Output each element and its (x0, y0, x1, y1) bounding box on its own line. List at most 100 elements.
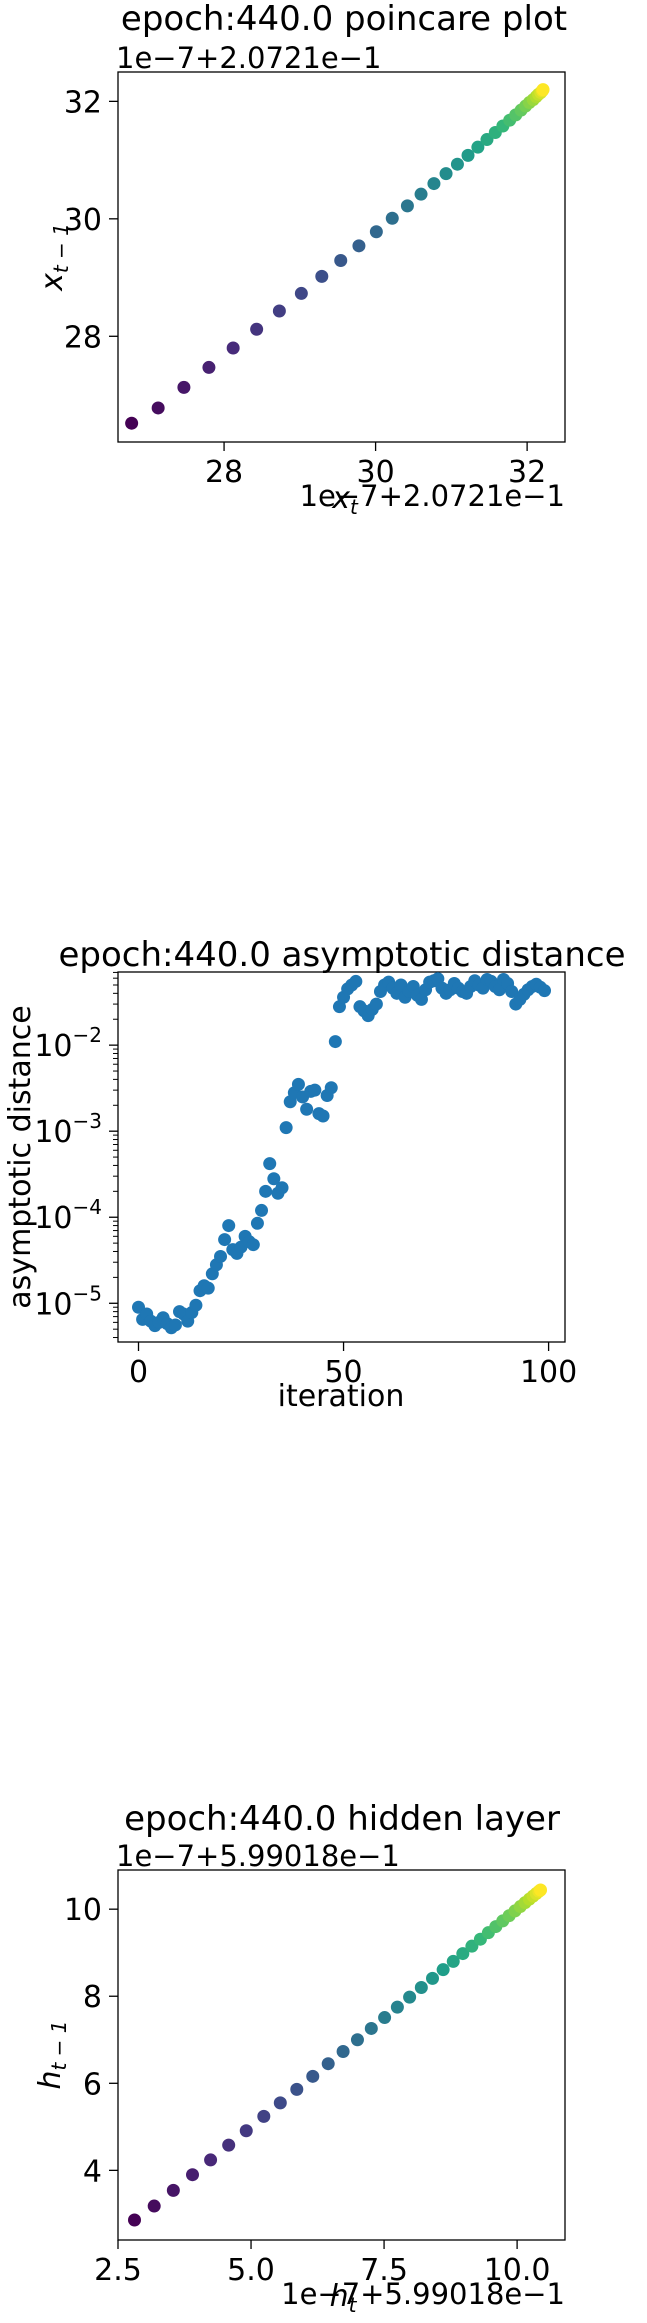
distance-point (214, 1249, 228, 1263)
poincare-plot-y-ticks: 28 30 32 (64, 85, 118, 355)
poincare-point (125, 416, 139, 430)
hidden-point (128, 2213, 141, 2227)
hidden-point (426, 1971, 439, 1985)
y-tick-label: 32 (64, 85, 102, 120)
distance-point (222, 1219, 236, 1233)
y-tick-label: 10−4 (34, 1195, 102, 1236)
x-tick-label: 100 (520, 1355, 577, 1390)
hidden-point (222, 2138, 236, 2152)
poincare-plot-chart: epoch:440.0 poincare plot 1e−7+2.0721e−1… (35, 0, 567, 519)
x-tick-label: 5.0 (227, 2253, 275, 2288)
poincare-point (294, 286, 308, 300)
poincare-point (226, 341, 240, 355)
asymptotic-distance-chart: epoch:440.0 asymptotic distance 0 50 100 1… (3, 935, 626, 1414)
distance-point (201, 1281, 215, 1295)
hidden-layer-x-offset-text: 1e−7+5.99018e−1 (281, 2277, 565, 2311)
x-tick-label: 32 (508, 455, 546, 490)
distance-point (538, 984, 551, 998)
distance-point (369, 997, 383, 1011)
hidden-layer-axes-frame (117, 1869, 566, 2241)
hidden-point (306, 2069, 320, 2083)
distance-point (279, 1121, 293, 1135)
x-tick-label: 30 (356, 455, 394, 490)
distance-point (505, 985, 519, 999)
poincare-point (177, 380, 191, 394)
y-tick-label: 6 (83, 2067, 102, 2102)
x-tick-label: 7.5 (360, 2253, 408, 2288)
x-tick-label: 50 (324, 1355, 362, 1390)
distance-point (349, 974, 363, 988)
hidden-point (239, 2124, 253, 2138)
hidden-point (204, 2153, 218, 2167)
asymptotic-distance-points (132, 972, 551, 1335)
hidden-layer-y-ticks: 4 6 8 10 (64, 1893, 118, 2189)
asymptotic-distance-minor-ticks (113, 971, 118, 1339)
distance-point (300, 1102, 314, 1116)
poincare-plot-y-offset-text: 1e−7+2.0721e−1 (116, 41, 381, 75)
poincare-point (471, 140, 485, 154)
hidden-layer-y-offset-text: 1e−7+5.99018e−1 (116, 1839, 400, 1873)
poincare-point (272, 304, 286, 318)
y-tick-label: 8 (83, 1980, 102, 2015)
distance-point (259, 1184, 273, 1198)
poincare-point (250, 322, 264, 336)
distance-point (263, 1157, 277, 1171)
hidden-layer-x-ticks: 2.5 5.0 7.5 10.0 (94, 2240, 551, 2288)
hidden-point (273, 2096, 287, 2110)
poincare-plot-title: epoch:440.0 poincare plot (121, 0, 567, 39)
asymptotic-distance-y-ticks: 10−5 10−4 10−3 10−2 (34, 1023, 118, 1322)
x-tick-label: 28 (205, 455, 243, 490)
distance-point (168, 1318, 182, 1332)
hidden-point (414, 1981, 428, 1995)
distance-point (316, 1109, 330, 1123)
y-tick-label: 10−3 (34, 1109, 102, 1150)
poincare-point (450, 157, 464, 171)
poincare-point (427, 177, 441, 191)
distance-point (267, 1172, 281, 1186)
y-tick-label: 10−2 (34, 1023, 102, 1064)
hidden-layer-y-label: ht − 1 (33, 2020, 71, 2089)
hidden-point (390, 2000, 404, 2014)
distance-point (246, 1238, 260, 1252)
poincare-point (536, 83, 550, 97)
poincare-point (414, 187, 428, 201)
hidden-point (166, 2183, 180, 2197)
hidden-point (350, 2033, 364, 2047)
poincare-point (385, 211, 399, 225)
hidden-point (534, 1883, 548, 1897)
poincare-point (315, 269, 329, 283)
distance-point (250, 1216, 264, 1230)
hidden-point (436, 1963, 450, 1977)
hidden-point (446, 1954, 460, 1968)
poincare-plot-axes-frame (117, 71, 566, 443)
hidden-layer-title: epoch:440.0 hidden layer (124, 1799, 560, 1839)
poincare-plot-y-label: xt − 1 (35, 223, 73, 292)
distance-point (255, 1203, 269, 1217)
asymptotic-distance-x-ticks: 0 50 100 (129, 1342, 577, 1390)
y-tick-label: 28 (64, 320, 102, 355)
poincare-point (202, 360, 216, 374)
x-tick-label: 10.0 (484, 2253, 551, 2288)
hidden-point (186, 2168, 199, 2182)
y-tick-label: 10−5 (34, 1281, 102, 1322)
distance-point (291, 1077, 305, 1091)
hidden-point (290, 2082, 304, 2096)
hidden-point (378, 2011, 392, 2025)
y-tick-label: 10 (64, 1893, 102, 1928)
poincare-point (369, 225, 383, 239)
poincare-point (334, 254, 348, 268)
asymptotic-distance-x-label: iteration (278, 1379, 405, 1414)
asymptotic-distance-y-label: asymptotic distance (3, 1005, 38, 1308)
hidden-layer-chart: epoch:440.0 hidden layer 1e−7+5.99018e−1… (33, 1799, 566, 2317)
poincare-plot-x-ticks: 28 30 32 (205, 442, 546, 490)
hidden-point (321, 2057, 335, 2071)
poincare-point (461, 148, 475, 162)
asymptotic-distance-title: epoch:440.0 asymptotic distance (59, 935, 626, 975)
y-tick-label: 30 (64, 203, 102, 238)
distance-point (324, 1081, 338, 1095)
hidden-point (336, 2045, 350, 2059)
x-tick-label: 2.5 (94, 2253, 142, 2288)
hidden-point (257, 2109, 271, 2123)
hidden-point (403, 1990, 417, 2004)
